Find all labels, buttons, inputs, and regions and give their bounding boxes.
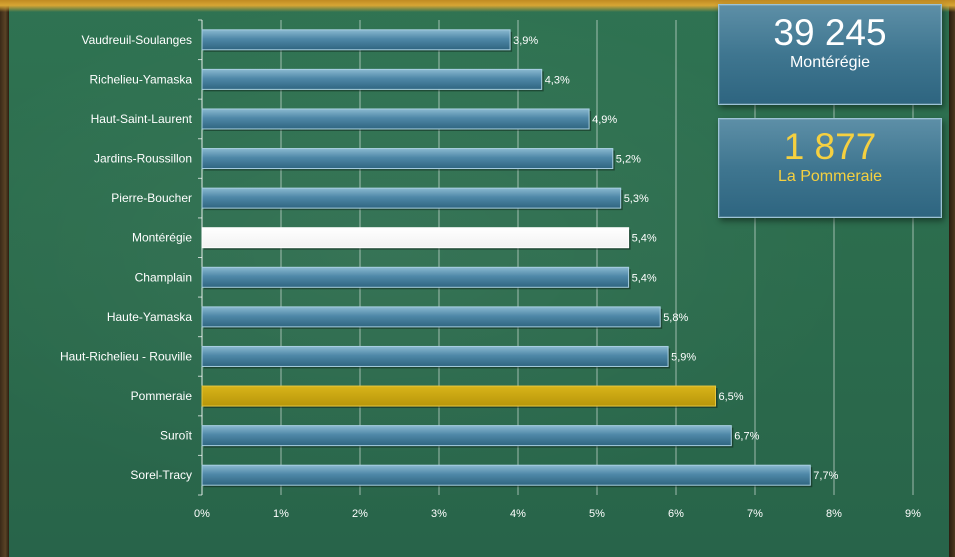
bar xyxy=(201,345,669,367)
bar xyxy=(201,306,661,328)
data-label: 4,9% xyxy=(592,114,617,126)
data-label: 5,4% xyxy=(632,233,657,245)
x-tick-label: 1% xyxy=(273,508,289,520)
category-label: Montérégie xyxy=(132,231,192,245)
bar xyxy=(201,425,732,447)
stat-box-pommeraie: 1 877 La Pommeraie xyxy=(718,118,942,218)
category-label: Sorel-Tracy xyxy=(130,468,192,482)
x-tick-label: 3% xyxy=(431,508,447,520)
data-label: 5,8% xyxy=(663,312,688,324)
board-frame-left xyxy=(0,0,9,557)
x-tick-label: 5% xyxy=(589,508,605,520)
x-tick-label: 7% xyxy=(747,508,763,520)
category-label: Pierre-Boucher xyxy=(111,191,192,205)
bar xyxy=(201,187,622,209)
data-label: 5,4% xyxy=(632,272,657,284)
stat-label-monteregie: Montérégie xyxy=(789,54,871,71)
category-label: Champlain xyxy=(135,270,192,284)
bar xyxy=(201,108,590,130)
category-label: Haut-Richelieu - Rouville xyxy=(60,349,192,363)
bars xyxy=(201,29,813,488)
data-label: 6,5% xyxy=(719,391,744,403)
data-label: 5,9% xyxy=(671,351,696,363)
bar xyxy=(201,29,511,51)
data-label: 3,9% xyxy=(513,35,538,47)
x-tick-label: 0% xyxy=(194,508,210,520)
stat-number-monteregie: 39 245 xyxy=(773,12,887,53)
data-label: 6,7% xyxy=(734,431,759,443)
data-label: 7,7% xyxy=(813,470,838,482)
data-label: 5,2% xyxy=(616,154,641,166)
x-tick-label: 6% xyxy=(668,508,684,520)
stat-number-pommeraie: 1 877 xyxy=(783,126,877,167)
data-label: 5,3% xyxy=(624,193,649,205)
x-tick-label: 4% xyxy=(510,508,526,520)
stat-label-pommeraie: La Pommeraie xyxy=(777,168,883,185)
x-tick-label: 8% xyxy=(826,508,842,520)
stat-box-monteregie: 39 245 Montérégie xyxy=(718,4,942,105)
x-tick-label: 2% xyxy=(352,508,368,520)
bar xyxy=(201,227,630,249)
x-tick-label: 9% xyxy=(905,508,921,520)
category-label: Pommeraie xyxy=(131,389,193,403)
board-frame-right xyxy=(949,0,955,557)
bar xyxy=(201,464,811,486)
category-label: Vaudreuil-Soulanges xyxy=(81,33,192,47)
board-frame-top xyxy=(0,0,955,12)
bar xyxy=(201,385,716,407)
category-label: Haut-Saint-Laurent xyxy=(91,112,193,126)
category-label: Haute-Yamaska xyxy=(107,310,192,324)
bar xyxy=(201,68,543,90)
data-label: 4,3% xyxy=(545,74,570,86)
bar xyxy=(201,266,630,288)
bar xyxy=(201,148,614,170)
category-label: Richelieu-Yamaska xyxy=(90,72,193,86)
category-label: Jardins-Roussillon xyxy=(94,152,192,166)
labels: 0% 1% 2% 3% 4% 5% 6% 7% 8% 9% Vaudreuil-Soulanges 3… xyxy=(60,33,921,520)
category-label: Suroît xyxy=(160,429,193,443)
